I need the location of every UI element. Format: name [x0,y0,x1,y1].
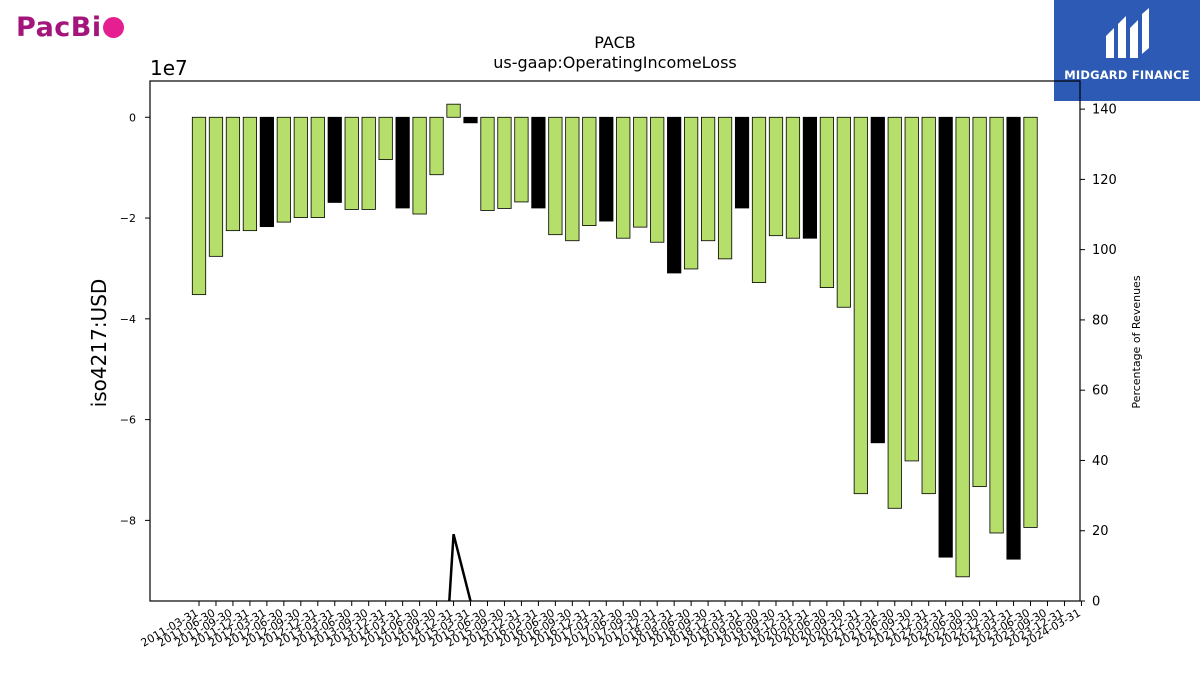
y2-tick-label: 100 [1092,243,1117,258]
bar [887,116,902,509]
logo-dot-icon [102,17,124,38]
bar [191,116,207,296]
bar [616,116,631,239]
y-axis-label: iso4217:USD [87,279,111,408]
bar [599,116,614,222]
bar [208,116,224,257]
bar [429,116,444,176]
bar [650,116,665,243]
bar [276,116,291,223]
bar [480,116,495,211]
bar [836,116,851,308]
bar [717,116,733,260]
y-axis-offset-label: 1e7 [150,56,188,80]
bar [446,103,461,118]
y2-tick-label: 120 [1092,173,1117,188]
plot-frame [149,80,1081,602]
bar [785,116,801,239]
brand-name: PacBi [16,12,102,43]
y2-tick-label: 40 [1092,454,1109,469]
y-tick-label: 0 [129,111,136,124]
bar [921,116,936,495]
bar [633,116,648,228]
bar [819,116,834,288]
bar [582,116,597,227]
bar [344,116,359,210]
bar [259,116,274,228]
y2-tick-label: 60 [1092,384,1109,399]
bar [853,116,868,495]
y2-tick-label: 0 [1092,595,1100,610]
bar [734,116,750,209]
bar [768,116,784,237]
y-tick-label: −6 [120,414,136,427]
bar [955,116,970,578]
bar [802,116,818,239]
bar [412,116,427,215]
y2-tick-label: 20 [1092,524,1109,539]
bar [904,116,919,462]
chart-title: PACB [594,33,635,52]
bar [293,116,308,218]
bar [684,116,699,270]
y-tick-label: −4 [120,313,136,326]
bar [751,116,767,283]
bar [565,116,580,242]
bar [667,116,682,274]
y2-axis-label: Percentage of Revenues [1130,275,1143,408]
bar [463,116,478,124]
partner-name: MIDGARD FINANCE [1064,68,1190,82]
y-tick-label: −2 [120,212,136,225]
bar [395,116,410,209]
bar [310,116,325,218]
bar [548,116,563,236]
midgard-finance-badge: MIDGARD FINANCE [1054,0,1200,101]
bar [531,116,546,209]
percentage-line [448,533,472,601]
midgard-logo-icon [1106,8,1149,58]
chart-subtitle: us-gaap:OperatingIncomeLoss [493,53,737,72]
axes-layer: 0−2−4−6−80204060801001201402011-03-31201… [120,80,1117,650]
bar [701,116,716,242]
bar [870,116,885,444]
bar [361,116,376,210]
bar [514,116,529,203]
bar [1023,116,1038,528]
bars-layer [191,103,1038,578]
y2-tick-label: 80 [1092,313,1109,328]
bar [378,116,393,161]
bar [972,116,987,488]
y-tick-label: −8 [120,514,136,527]
bar [242,116,258,232]
bar [327,116,342,203]
bar [225,116,241,232]
bar [989,116,1004,534]
percentage-line-layer [448,533,472,601]
pacbio-logo: PacBi [16,12,124,43]
y2-tick-label: 140 [1092,103,1117,118]
bar [1006,116,1021,560]
bar [497,116,512,209]
bar [938,116,953,558]
